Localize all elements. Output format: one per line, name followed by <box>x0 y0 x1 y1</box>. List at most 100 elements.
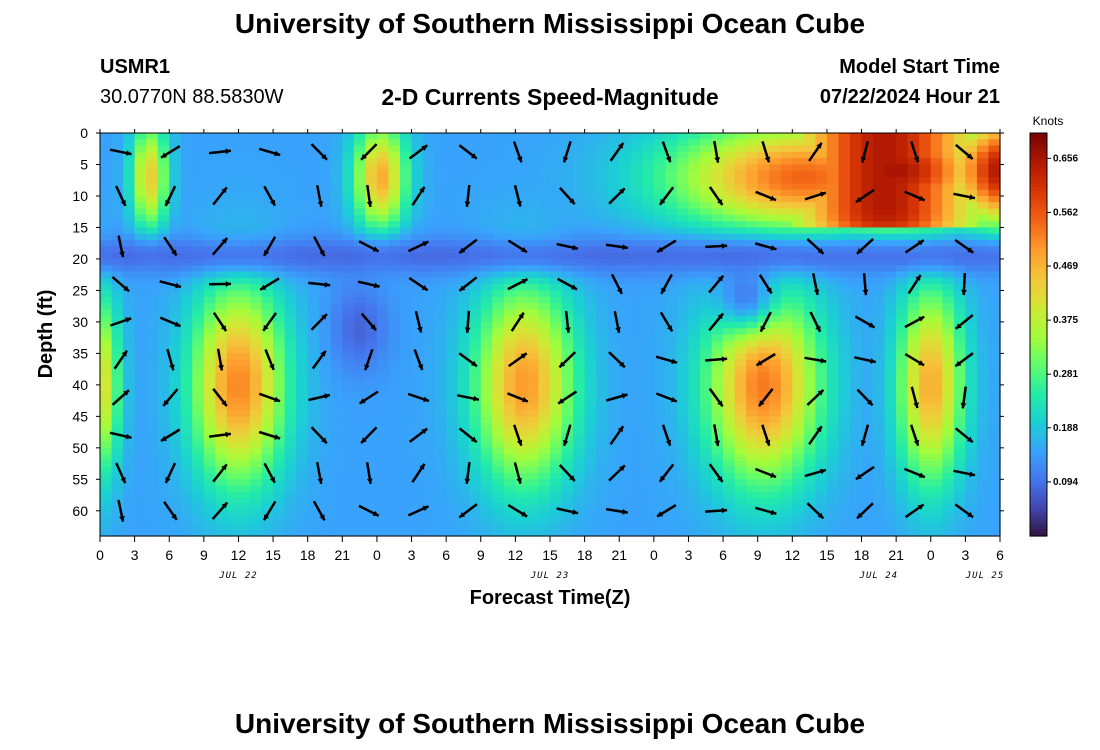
heatmap-cell <box>676 372 690 380</box>
heatmap-cell <box>157 240 170 247</box>
heatmap-cell <box>757 233 770 241</box>
heatmap-cell <box>700 397 713 405</box>
heatmap-cell <box>792 479 805 487</box>
heatmap-cell <box>630 170 643 178</box>
heatmap-cell <box>930 233 943 241</box>
heatmap-cell <box>561 485 574 493</box>
heatmap-cell <box>676 391 690 399</box>
heatmap-cell <box>342 416 355 424</box>
heatmap-cell <box>169 441 182 449</box>
heatmap-cell <box>780 240 793 247</box>
heatmap-cell <box>561 164 574 172</box>
heatmap-cell <box>896 454 909 462</box>
heatmap-cell <box>250 303 263 310</box>
heatmap-cell <box>769 529 782 537</box>
heatmap-cell <box>203 233 216 241</box>
heatmap-cell <box>769 227 782 235</box>
heatmap-cell <box>503 529 516 537</box>
heatmap-cell <box>411 145 424 153</box>
heatmap-cell <box>573 441 586 449</box>
heatmap-cell <box>480 529 493 537</box>
heatmap-cell <box>665 158 678 166</box>
heatmap-cell <box>423 454 436 462</box>
heatmap-cell <box>838 428 851 436</box>
heatmap-cell <box>146 416 159 424</box>
heatmap-cell <box>746 258 759 266</box>
heatmap-cell <box>434 321 447 329</box>
heatmap-cell <box>192 145 205 153</box>
heatmap-cell <box>976 378 990 386</box>
heatmap-cell <box>942 353 955 361</box>
heatmap-cell <box>976 510 990 518</box>
heatmap-cell <box>711 284 724 292</box>
heatmap-cell <box>734 133 747 140</box>
heatmap-cell <box>619 447 632 455</box>
heatmap-cell <box>365 359 378 367</box>
heatmap-cell <box>930 435 943 443</box>
heatmap-cell <box>469 145 482 153</box>
heatmap-cell <box>400 441 413 449</box>
heatmap-cell <box>330 410 343 417</box>
heatmap-cell <box>250 504 263 512</box>
heatmap-cell <box>353 479 366 487</box>
heatmap-cell <box>261 233 274 241</box>
heatmap-cell <box>642 321 655 329</box>
heatmap-cell <box>561 290 574 298</box>
heatmap-cell <box>550 208 563 216</box>
heatmap-cell <box>411 258 424 266</box>
heatmap-cell <box>861 353 874 361</box>
heatmap-cell <box>515 195 528 203</box>
heatmap-cell <box>711 170 724 178</box>
heatmap-cell <box>342 504 355 512</box>
heatmap-cell <box>723 435 736 443</box>
heatmap-cell <box>930 498 943 506</box>
heatmap-cell <box>653 466 666 474</box>
heatmap-cell <box>873 284 886 292</box>
heatmap-cell <box>803 303 816 310</box>
heatmap-cell <box>100 422 113 430</box>
heatmap-cell <box>250 296 263 304</box>
heatmap-cell <box>515 378 528 386</box>
heatmap-cell <box>353 498 366 506</box>
heatmap-cell <box>480 214 493 222</box>
heatmap-cell <box>942 410 955 417</box>
heatmap-cell <box>653 384 666 392</box>
heatmap-cell <box>538 158 551 166</box>
heatmap-cell <box>515 435 528 443</box>
heatmap-cell <box>169 353 182 361</box>
heatmap-cell <box>607 485 620 493</box>
heatmap-cell <box>146 347 159 354</box>
heatmap-cell <box>388 510 401 518</box>
heatmap-cell <box>988 208 1001 216</box>
heatmap-cell <box>734 240 747 247</box>
heatmap-cell <box>100 510 113 518</box>
heatmap-cell <box>146 202 159 210</box>
heatmap-cell <box>665 290 678 298</box>
heatmap-cell <box>780 177 793 184</box>
heatmap-cell <box>169 391 182 399</box>
heatmap-cell <box>353 523 366 531</box>
heatmap-cell <box>873 246 886 254</box>
heatmap-cell <box>411 397 424 405</box>
heatmap-cell <box>480 202 493 210</box>
heatmap-cell <box>976 328 990 336</box>
heatmap-cell <box>515 221 528 229</box>
heatmap-cell <box>561 340 574 348</box>
heatmap-cell <box>723 183 736 191</box>
heatmap-cell <box>203 517 216 525</box>
heatmap-cell <box>526 479 540 487</box>
heatmap-cell <box>653 284 666 292</box>
heatmap-cell <box>711 372 724 380</box>
heatmap-cell <box>307 479 320 487</box>
heatmap-cell <box>503 498 516 506</box>
heatmap-cell <box>561 422 574 430</box>
heatmap-cell <box>988 202 1001 210</box>
heatmap-cell <box>503 145 516 153</box>
heatmap-cell <box>423 258 436 266</box>
heatmap-cell <box>411 133 424 140</box>
heatmap-cell <box>919 151 932 159</box>
heatmap-cell <box>630 397 643 405</box>
heatmap-cell <box>307 177 320 184</box>
heatmap-cell <box>365 510 378 518</box>
heatmap-cell <box>826 139 840 147</box>
